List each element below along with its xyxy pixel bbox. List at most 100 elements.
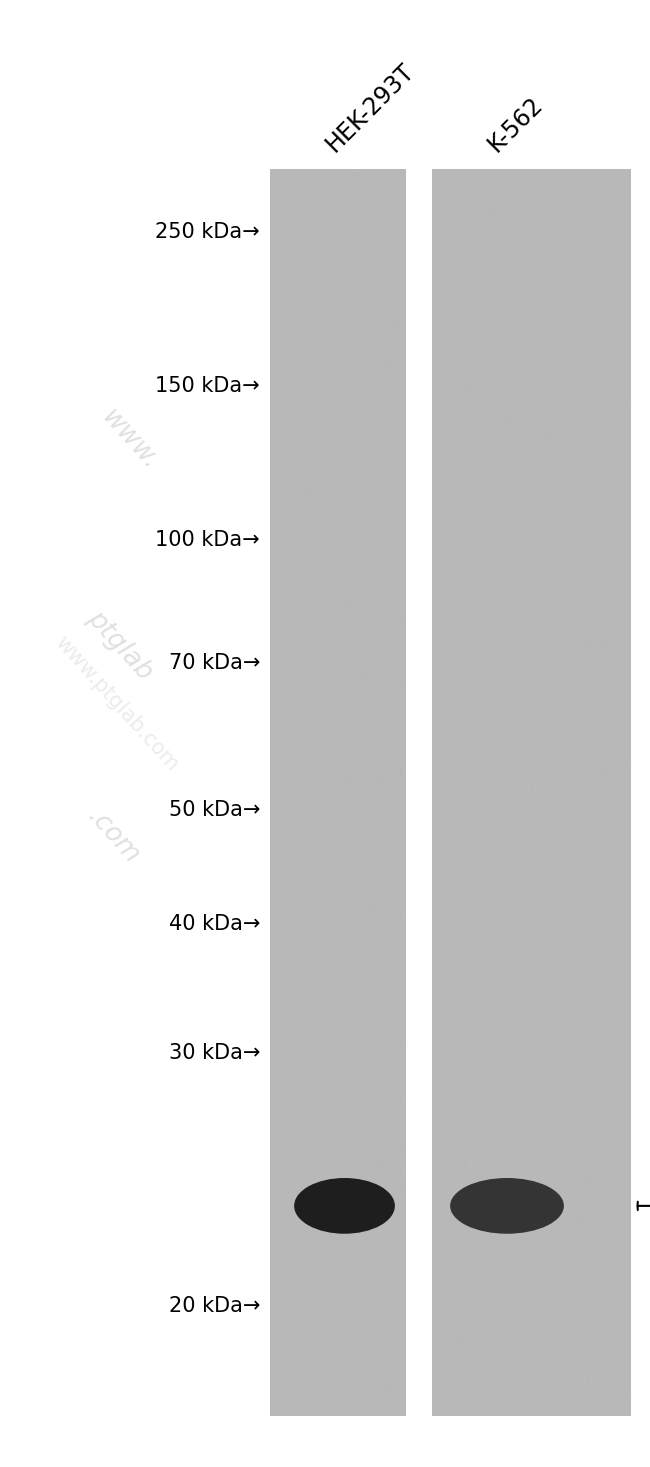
Bar	[370, 717, 372, 722]
Bar	[330, 1336, 332, 1341]
Bar	[375, 556, 377, 560]
Bar	[522, 877, 524, 882]
Bar	[331, 474, 333, 478]
Bar	[309, 780, 311, 785]
Bar	[304, 1314, 306, 1319]
Bar	[287, 800, 289, 804]
Bar	[475, 1028, 477, 1033]
Bar	[508, 395, 510, 399]
Bar	[484, 1398, 486, 1402]
Bar	[517, 709, 519, 713]
Bar	[564, 1022, 566, 1027]
Bar	[362, 205, 364, 210]
Bar	[384, 1172, 385, 1177]
Bar	[406, 1043, 408, 1047]
Bar	[335, 738, 337, 742]
Bar	[439, 879, 441, 883]
Bar	[467, 1121, 469, 1125]
Bar	[543, 439, 545, 443]
Bar	[474, 870, 476, 874]
Bar	[332, 877, 334, 882]
Bar	[361, 756, 363, 760]
Bar	[350, 1086, 352, 1090]
Bar	[525, 657, 527, 662]
Bar	[311, 778, 313, 782]
Bar	[432, 169, 630, 1416]
Bar	[557, 1269, 559, 1273]
Bar	[352, 1168, 354, 1172]
Bar	[333, 698, 335, 703]
Bar	[341, 373, 343, 377]
Bar	[400, 983, 402, 987]
Bar	[500, 694, 502, 698]
Ellipse shape	[294, 1178, 395, 1234]
Bar	[433, 880, 435, 885]
Bar	[562, 1008, 564, 1012]
Bar	[386, 362, 388, 367]
Bar	[605, 770, 607, 775]
Bar	[288, 323, 290, 327]
Bar	[313, 798, 315, 802]
Bar	[345, 428, 347, 433]
Bar	[584, 1379, 586, 1383]
Bar	[394, 421, 396, 425]
Bar	[395, 376, 397, 380]
Bar	[270, 169, 406, 1416]
Bar	[324, 566, 326, 571]
Bar	[469, 910, 471, 914]
Bar	[576, 251, 578, 255]
Bar	[303, 370, 305, 374]
Bar	[597, 233, 599, 238]
Bar	[354, 1332, 356, 1336]
Bar	[303, 1307, 305, 1311]
Bar	[339, 1300, 341, 1304]
Bar	[338, 832, 340, 836]
Bar	[582, 1191, 584, 1196]
Bar	[402, 1397, 404, 1401]
Bar	[373, 1067, 375, 1071]
Bar	[472, 533, 474, 537]
Text: 70 kDa→: 70 kDa→	[168, 653, 260, 673]
Bar	[610, 761, 612, 766]
Bar	[581, 490, 583, 494]
Bar	[273, 282, 275, 286]
Bar	[532, 358, 534, 362]
Bar	[376, 716, 378, 720]
Bar	[405, 1190, 407, 1194]
Bar	[573, 961, 575, 965]
Bar	[497, 901, 499, 905]
Bar	[562, 1256, 564, 1260]
Bar	[291, 1317, 292, 1322]
Bar	[576, 1253, 578, 1257]
Bar	[321, 700, 323, 704]
Bar	[582, 1219, 584, 1223]
Bar	[620, 1112, 622, 1116]
Bar	[330, 195, 332, 200]
Bar	[272, 376, 274, 380]
Bar	[514, 1116, 516, 1121]
Bar	[274, 981, 276, 986]
Bar	[470, 525, 472, 530]
Bar	[511, 898, 513, 902]
Bar	[348, 688, 350, 692]
Bar	[511, 1100, 513, 1105]
Bar	[481, 1219, 483, 1223]
Bar	[456, 244, 458, 248]
Bar	[464, 965, 466, 970]
Bar	[283, 1223, 285, 1228]
Bar	[585, 641, 587, 645]
Bar	[629, 1326, 630, 1331]
Bar	[286, 336, 288, 340]
Bar	[381, 299, 383, 304]
Bar	[281, 472, 283, 477]
Bar	[278, 741, 280, 745]
Bar	[485, 219, 487, 223]
Bar	[305, 1106, 307, 1111]
Bar	[621, 670, 623, 675]
Bar	[519, 574, 521, 578]
Bar	[592, 1282, 593, 1287]
Bar	[328, 930, 330, 934]
Bar	[283, 1077, 285, 1081]
Bar	[517, 214, 519, 219]
Bar	[285, 942, 287, 946]
